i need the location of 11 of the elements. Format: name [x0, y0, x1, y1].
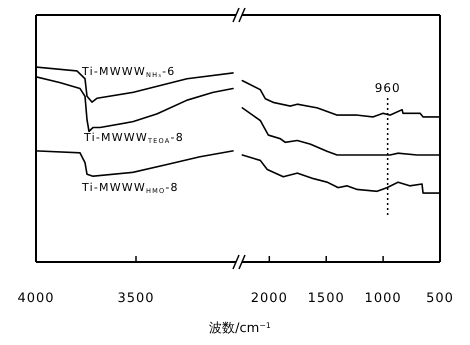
series-label: Ti-MWWW$_{NH₃}$-6	[81, 65, 176, 80]
series-label: Ti-MWWW$_{HMO}$-8	[81, 181, 179, 196]
ref-line-label: 960	[374, 80, 401, 95]
x-tick-label: 2000	[250, 291, 288, 306]
x-tick-label: 1000	[364, 291, 402, 306]
x-tick-label: 3500	[117, 291, 155, 306]
series-label: Ti-MWWW$_{TEOA}$-8	[83, 131, 184, 146]
x-tick-label: 1500	[308, 291, 345, 306]
x-tick-label: 4000	[17, 291, 55, 306]
x-tick-label: 500	[426, 291, 454, 306]
x-axis-title: 波数/cm$^{−1}$	[209, 321, 271, 336]
